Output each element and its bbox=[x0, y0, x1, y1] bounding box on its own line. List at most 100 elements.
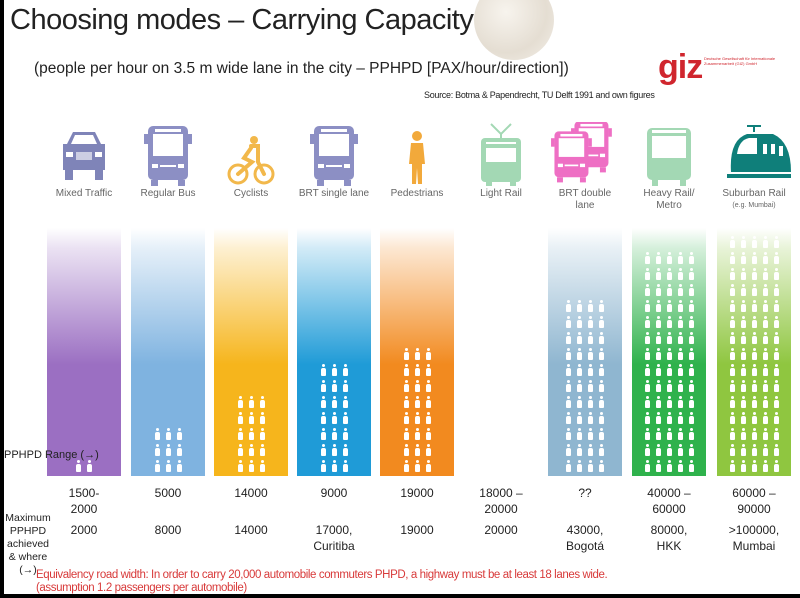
mode-label: Pedestrians bbox=[390, 188, 444, 199]
figure-row bbox=[729, 332, 779, 344]
figure-row bbox=[403, 444, 431, 456]
figure-row bbox=[403, 460, 431, 472]
person-icon bbox=[677, 364, 683, 376]
person-icon bbox=[176, 444, 182, 456]
person-icon bbox=[414, 380, 420, 392]
capacity-bar bbox=[380, 228, 454, 476]
mode-label: BRT double lane bbox=[558, 188, 612, 211]
person-icon bbox=[729, 428, 735, 440]
figure-row bbox=[566, 412, 604, 424]
person-icon bbox=[566, 348, 571, 360]
bus-icon bbox=[144, 126, 192, 186]
person-icon bbox=[588, 444, 593, 456]
person-icon bbox=[762, 444, 768, 456]
person-icon bbox=[566, 332, 571, 344]
person-icon bbox=[688, 460, 694, 472]
max-pphpd: 43000, Bogotá bbox=[565, 523, 605, 553]
person-icon bbox=[577, 316, 582, 328]
person-icon bbox=[762, 364, 768, 376]
person-icon bbox=[740, 284, 746, 296]
figure-row bbox=[566, 428, 604, 440]
person-icon bbox=[588, 316, 593, 328]
person-icon bbox=[259, 428, 265, 440]
person-icon bbox=[588, 300, 593, 312]
person-icon bbox=[176, 460, 182, 472]
person-icon bbox=[577, 460, 582, 472]
person-icon bbox=[666, 364, 672, 376]
person-icon bbox=[599, 380, 604, 392]
person-icon bbox=[588, 364, 593, 376]
person-icon bbox=[577, 364, 582, 376]
person-icon bbox=[644, 364, 650, 376]
person-icon bbox=[688, 348, 694, 360]
max-pphpd: 17000, Curitiba bbox=[313, 523, 355, 553]
pphpd-range: ?? bbox=[578, 486, 592, 500]
person-icon bbox=[331, 444, 337, 456]
person-icon bbox=[414, 348, 420, 360]
figure-row bbox=[237, 428, 265, 440]
person-icon bbox=[425, 380, 431, 392]
person-icon bbox=[644, 284, 650, 296]
figure-row bbox=[729, 396, 779, 408]
double-bus-icon bbox=[551, 122, 612, 183]
figure-row bbox=[403, 380, 431, 392]
person-icon bbox=[655, 284, 661, 296]
person-icon bbox=[342, 364, 348, 376]
person-icon bbox=[688, 396, 694, 408]
person-icon bbox=[644, 268, 650, 280]
person-icon bbox=[342, 444, 348, 456]
person-icon bbox=[599, 396, 604, 408]
person-icon bbox=[677, 348, 683, 360]
person-icon bbox=[729, 332, 735, 344]
person-icon bbox=[773, 252, 779, 264]
max-pphpd: 8000 bbox=[154, 523, 182, 537]
mode-sublabel: (e.g. Mumbai) bbox=[732, 202, 776, 209]
person-icon bbox=[751, 332, 757, 344]
person-icon bbox=[751, 300, 757, 312]
figure-row bbox=[729, 300, 779, 312]
figure-row bbox=[566, 316, 604, 328]
bus-icon bbox=[310, 126, 358, 186]
person-icon bbox=[688, 412, 694, 424]
person-icon bbox=[677, 284, 683, 296]
person-icon bbox=[729, 380, 735, 392]
pphpd-range: 14000 bbox=[234, 486, 268, 500]
figure-row bbox=[76, 460, 92, 472]
figure-row bbox=[644, 444, 694, 456]
figure-row bbox=[729, 380, 779, 392]
person-icon bbox=[762, 348, 768, 360]
person-icon bbox=[729, 348, 735, 360]
person-icon bbox=[729, 412, 735, 424]
person-icon bbox=[425, 396, 431, 408]
figure-row bbox=[320, 364, 348, 376]
person-icon bbox=[666, 332, 672, 344]
tram-icon bbox=[481, 123, 521, 186]
person-icon bbox=[729, 396, 735, 408]
person-icon bbox=[248, 428, 254, 440]
person-icon bbox=[331, 412, 337, 424]
person-icon bbox=[588, 348, 593, 360]
passenger-figures bbox=[380, 348, 454, 472]
person-icon bbox=[677, 412, 683, 424]
person-icon bbox=[751, 316, 757, 328]
figure-row bbox=[566, 380, 604, 392]
pedestrian-icon bbox=[409, 131, 425, 184]
person-icon bbox=[165, 444, 171, 456]
figure-row bbox=[566, 364, 604, 376]
person-icon bbox=[666, 412, 672, 424]
figure-row bbox=[403, 428, 431, 440]
pphpd-range: 18000 – 20000 bbox=[479, 486, 523, 516]
passenger-figures bbox=[47, 460, 121, 472]
equivalency-note: Equivalency road width: In order to carr… bbox=[36, 569, 608, 594]
figure-row bbox=[644, 300, 694, 312]
person-icon bbox=[666, 252, 672, 264]
person-icon bbox=[751, 284, 757, 296]
person-icon bbox=[729, 236, 735, 248]
person-icon bbox=[751, 236, 757, 248]
person-icon bbox=[655, 460, 661, 472]
person-icon bbox=[655, 412, 661, 424]
max-pphpd: 19000 bbox=[400, 523, 434, 537]
figure-row bbox=[644, 428, 694, 440]
person-icon bbox=[599, 412, 604, 424]
figure-row bbox=[566, 300, 604, 312]
